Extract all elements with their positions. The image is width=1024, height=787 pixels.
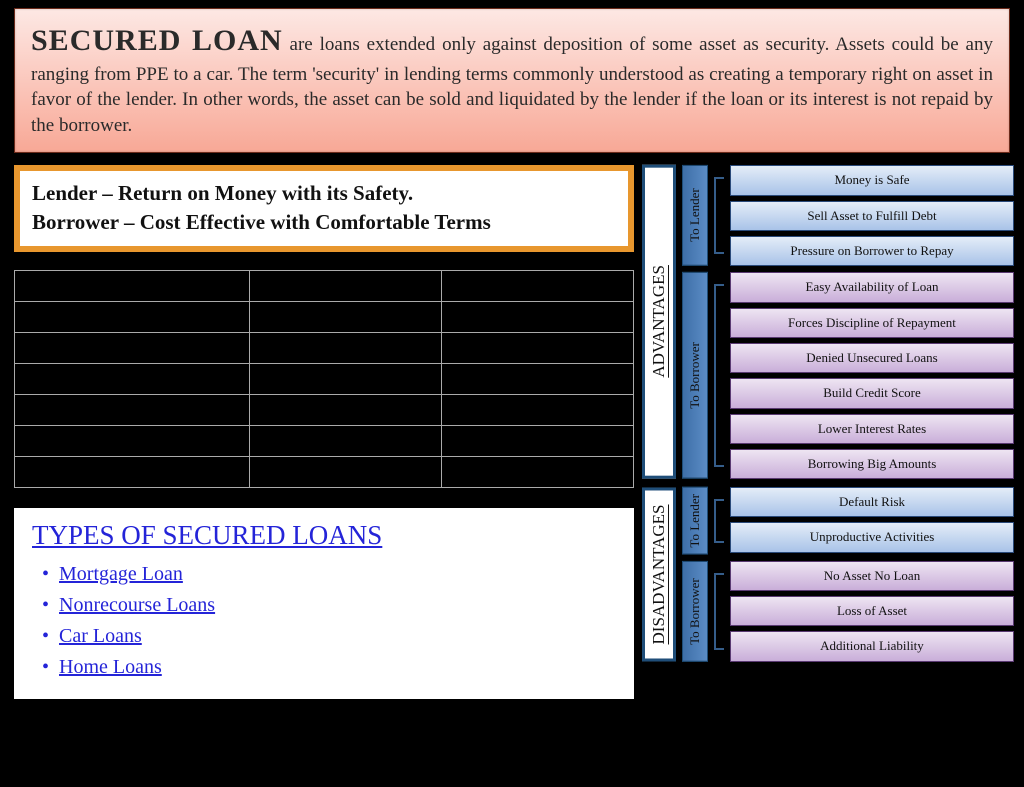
bracket xyxy=(714,499,724,543)
to_borrower-label: To Borrower xyxy=(682,272,708,479)
diagram-item: Unproductive Activities xyxy=(730,522,1014,552)
advantages-to_lender: To Lender Money is Safe Sell Asset to Fulf… xyxy=(682,165,1014,266)
table-cell xyxy=(250,457,442,488)
table-cell xyxy=(15,364,250,395)
table-row xyxy=(15,457,634,488)
disadvantages-label: DISADVANTAGES xyxy=(642,487,676,661)
disadvantages-to_borrower: To Borrower No Asset No Loan Loss of Asset… xyxy=(682,561,1014,662)
types-item[interactable]: Car Loans xyxy=(42,621,616,652)
table-cell xyxy=(15,333,250,364)
diagram-item: Loss of Asset xyxy=(730,596,1014,626)
table-row xyxy=(15,395,634,426)
bracket xyxy=(714,284,724,467)
types-heading[interactable]: TYPES OF SECURED LOANS xyxy=(32,520,616,551)
table-cell xyxy=(15,426,250,457)
advantages-section: ADVANTAGESTo Lender Money is Safe Sell Ass… xyxy=(642,165,1014,479)
table-cell xyxy=(442,395,634,426)
table-cell xyxy=(15,395,250,426)
types-item[interactable]: Mortgage Loan xyxy=(42,559,616,590)
diagram-item: Additional Liability xyxy=(730,631,1014,661)
table-cell xyxy=(15,457,250,488)
table-cell xyxy=(250,426,442,457)
diagram-item: Borrowing Big Amounts xyxy=(730,449,1014,479)
table-cell xyxy=(442,333,634,364)
table-row xyxy=(15,364,634,395)
table-cell xyxy=(442,364,634,395)
diagram-item: Lower Interest Rates xyxy=(730,414,1014,444)
advantages-to_borrower: To Borrower Easy Availability of Loan Forc… xyxy=(682,272,1014,479)
diagram-item: Sell Asset to Fulfill Debt xyxy=(730,201,1014,231)
types-item[interactable]: Nonrecourse Loans xyxy=(42,590,616,621)
table-row xyxy=(15,333,634,364)
diagram-item: Default Risk xyxy=(730,487,1014,517)
table-cell xyxy=(250,271,442,302)
table-cell xyxy=(250,364,442,395)
diagram-item: Denied Unsecured Loans xyxy=(730,343,1014,373)
types-item[interactable]: Home Loans xyxy=(42,652,616,683)
advantages-label: ADVANTAGES xyxy=(642,165,676,479)
bracket xyxy=(714,177,724,254)
table-cell xyxy=(442,302,634,333)
types-box: TYPES OF SECURED LOANS Mortgage LoanNonr… xyxy=(14,508,634,699)
table-cell xyxy=(250,333,442,364)
disadvantages-section: DISADVANTAGESTo Lender Default Risk Unprod… xyxy=(642,487,1014,661)
advantages-disadvantages-diagram: ADVANTAGESTo Lender Money is Safe Sell Ass… xyxy=(642,165,1014,661)
table-cell xyxy=(250,395,442,426)
bracket xyxy=(714,573,724,650)
lender-borrower-box: Lender – Return on Money with its Safety… xyxy=(14,165,634,252)
table-row xyxy=(15,426,634,457)
table-cell xyxy=(442,271,634,302)
disadvantages-to_lender: To Lender Default Risk Unproductive Activi… xyxy=(682,487,1014,555)
table-row xyxy=(15,271,634,302)
to_lender-label: To Lender xyxy=(682,165,708,266)
table-row xyxy=(15,302,634,333)
diagram-item: Pressure on Borrower to Repay xyxy=(730,236,1014,266)
definition-box: SECURED LOAN are loans extended only aga… xyxy=(14,8,1010,153)
table-cell xyxy=(15,271,250,302)
types-list: Mortgage LoanNonrecourse LoansCar LoansH… xyxy=(32,559,616,683)
diagram-item: Easy Availability of Loan xyxy=(730,272,1014,302)
diagram-item: Forces Discipline of Repayment xyxy=(730,308,1014,338)
table-cell xyxy=(442,426,634,457)
table-cell xyxy=(250,302,442,333)
to_borrower-label: To Borrower xyxy=(682,561,708,662)
to_lender-label: To Lender xyxy=(682,487,708,555)
main-title: SECURED LOAN xyxy=(31,24,283,57)
lender-line: Lender – Return on Money with its Safety… xyxy=(32,179,616,207)
diagram-item: Money is Safe xyxy=(730,165,1014,195)
borrower-line: Borrower – Cost Effective with Comfortab… xyxy=(32,208,616,236)
table-cell xyxy=(15,302,250,333)
diagram-item: Build Credit Score xyxy=(730,378,1014,408)
diagram-item: No Asset No Loan xyxy=(730,561,1014,591)
table-cell xyxy=(442,457,634,488)
empty-table xyxy=(14,270,634,488)
